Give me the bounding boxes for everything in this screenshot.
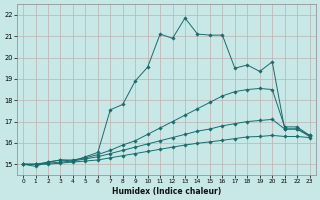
X-axis label: Humidex (Indice chaleur): Humidex (Indice chaleur) (112, 187, 221, 196)
